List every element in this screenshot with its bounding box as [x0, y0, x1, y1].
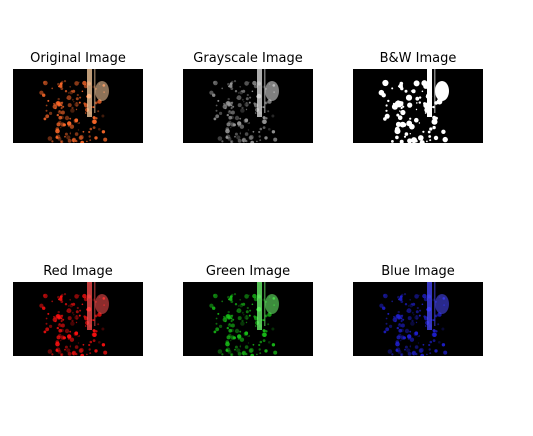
blue-image [353, 282, 483, 356]
original-image [13, 69, 143, 143]
panel-title-grayscale: Grayscale Image [193, 51, 303, 66]
panel-title-blue: Blue Image [381, 264, 455, 279]
grayscale-image [183, 69, 313, 143]
red-image [13, 282, 143, 356]
panel-title-original: Original Image [30, 51, 126, 66]
panel-title-bw: B&W Image [379, 51, 457, 66]
green-image [183, 282, 313, 356]
bw-image [353, 69, 483, 143]
panel-title-red: Red Image [43, 264, 113, 279]
panel-title-green: Green Image [205, 264, 291, 279]
